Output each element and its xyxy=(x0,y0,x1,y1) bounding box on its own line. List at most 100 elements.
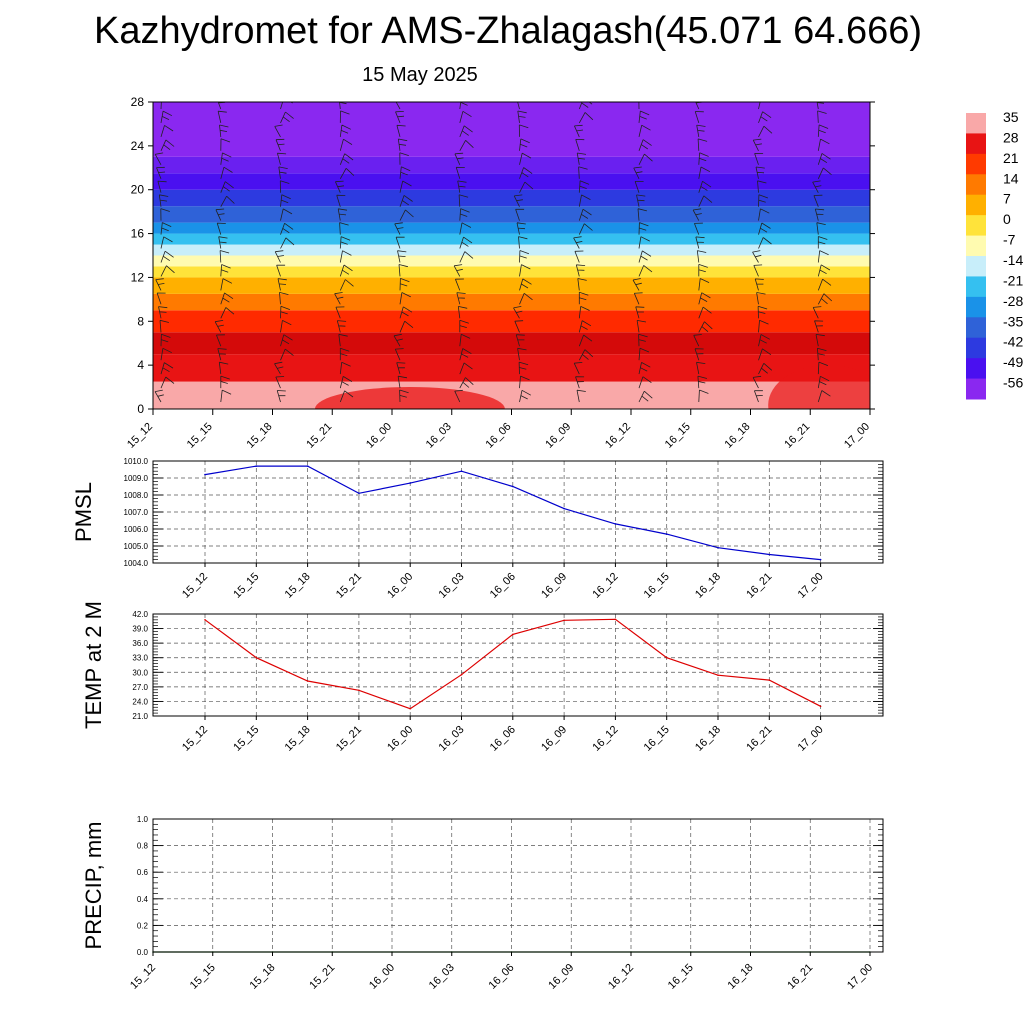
precip-ytick-label: 1.0 xyxy=(137,815,149,824)
wind-barb xyxy=(638,124,651,137)
wind-barb xyxy=(576,389,586,403)
wind-barb xyxy=(280,208,293,221)
wind-barb xyxy=(220,292,234,305)
wind-barb xyxy=(636,194,646,207)
pmsl-data-point xyxy=(665,533,668,535)
wind-barb xyxy=(696,124,706,137)
wind-barb xyxy=(638,376,652,389)
wind-barb xyxy=(815,334,825,347)
wind-barb xyxy=(698,152,709,165)
wind-barb xyxy=(817,361,829,375)
wind-barb xyxy=(578,180,590,193)
wind-barb xyxy=(817,264,831,277)
wind-barb xyxy=(217,110,227,123)
wind-barb xyxy=(513,306,523,319)
temp-data-point xyxy=(306,680,309,682)
wind-barb xyxy=(638,250,652,263)
colorbar-label: -49 xyxy=(1003,354,1023,370)
heat-band-5 xyxy=(153,277,870,294)
wind-barb xyxy=(220,138,231,151)
wind-barb xyxy=(817,347,827,361)
pmsl-data-point xyxy=(306,465,309,467)
wind-barb xyxy=(517,102,520,110)
precip-ytick-label: 0.6 xyxy=(137,868,149,877)
wind-barb xyxy=(518,236,528,249)
pmsl-data-point xyxy=(512,485,514,488)
wind-barb xyxy=(698,306,712,319)
pmsl-xtick-label: 16_09 xyxy=(539,571,569,601)
wind-barb xyxy=(276,390,286,403)
wind-barb xyxy=(814,320,824,333)
heat-band-13 xyxy=(153,173,870,190)
wind-barb xyxy=(752,375,762,389)
wind-barb xyxy=(632,278,642,291)
wind-barb xyxy=(399,195,413,207)
wind-barb xyxy=(339,138,353,151)
pmsl-data-point xyxy=(358,492,360,495)
wind-barb xyxy=(157,180,167,193)
wind-barb xyxy=(395,236,405,249)
wind-barb xyxy=(275,138,285,151)
wind-barb xyxy=(339,279,354,291)
precip-panel: 0.0 0.2 0.4 0.6 0.8 1.0 15_12 15_15 15_18 15_21 16… xyxy=(81,815,884,992)
wind-barb xyxy=(817,138,830,151)
wind-barb xyxy=(638,153,653,165)
wind-barb xyxy=(339,361,351,375)
temp-xtick-label: 17_00 xyxy=(796,724,826,754)
wind-barb xyxy=(220,181,234,193)
wind-barb xyxy=(578,223,593,235)
wind-barb xyxy=(694,348,704,361)
temp-data-point xyxy=(512,633,514,636)
wind-barb xyxy=(813,194,823,207)
pmsl-data-point xyxy=(204,473,206,476)
wind-barb xyxy=(577,278,587,291)
wind-barb xyxy=(339,390,354,403)
precip-frame xyxy=(152,818,884,953)
heat-band-1 xyxy=(153,354,870,382)
wind-barb xyxy=(220,375,230,389)
temp-ytick-label: 21.0 xyxy=(132,712,148,721)
wind-barb xyxy=(635,306,645,319)
pmsl-xtick-label: 16_00 xyxy=(385,571,415,601)
wind-barb xyxy=(399,152,409,165)
temp-data-point xyxy=(614,618,617,621)
wind-barb xyxy=(573,236,583,249)
pmsl-data-point xyxy=(819,558,822,561)
wind-barb xyxy=(459,377,474,389)
temp-xtick-label: 16_03 xyxy=(437,724,467,754)
wind-barb xyxy=(752,250,762,263)
wind-barb xyxy=(276,264,286,277)
wind-barb xyxy=(160,362,174,375)
precip-xtick-label: 17_00 xyxy=(845,962,875,992)
colorbar-label: -14 xyxy=(1003,252,1023,268)
wind-barb xyxy=(638,139,652,151)
wind-barb xyxy=(215,208,225,221)
wind-barb xyxy=(220,195,235,207)
wind-barb xyxy=(280,334,293,347)
colorbar-label: 14 xyxy=(1003,170,1019,186)
wind-barb xyxy=(336,320,347,333)
wind-barb xyxy=(156,166,166,179)
wind-barb xyxy=(638,222,649,235)
wind-barb xyxy=(160,236,173,249)
wind-barb xyxy=(519,375,530,389)
pmsl-frame xyxy=(152,460,884,564)
heat-xtick-label: 16_03 xyxy=(424,421,454,451)
wind-barb xyxy=(459,222,472,235)
wind-barb xyxy=(812,306,822,319)
wind-barb xyxy=(758,334,770,347)
wind-barb xyxy=(339,347,350,361)
heat-xtick-label: 15_15 xyxy=(185,421,215,451)
heat-ytick-label: 28 xyxy=(131,95,145,109)
wind-barb xyxy=(519,278,532,291)
wind-barb xyxy=(216,222,226,235)
colorbar-swatch-7 xyxy=(966,256,986,277)
precip-xtick-label: 16_12 xyxy=(606,962,636,992)
pmsl-ytick-label: 1006.0 xyxy=(124,525,149,534)
wind-barb xyxy=(217,348,227,361)
wind-barb xyxy=(574,124,584,138)
wind-barb xyxy=(280,237,295,249)
wind-barb xyxy=(158,306,168,319)
wind-barb xyxy=(758,237,772,249)
wind-barb xyxy=(160,265,175,277)
